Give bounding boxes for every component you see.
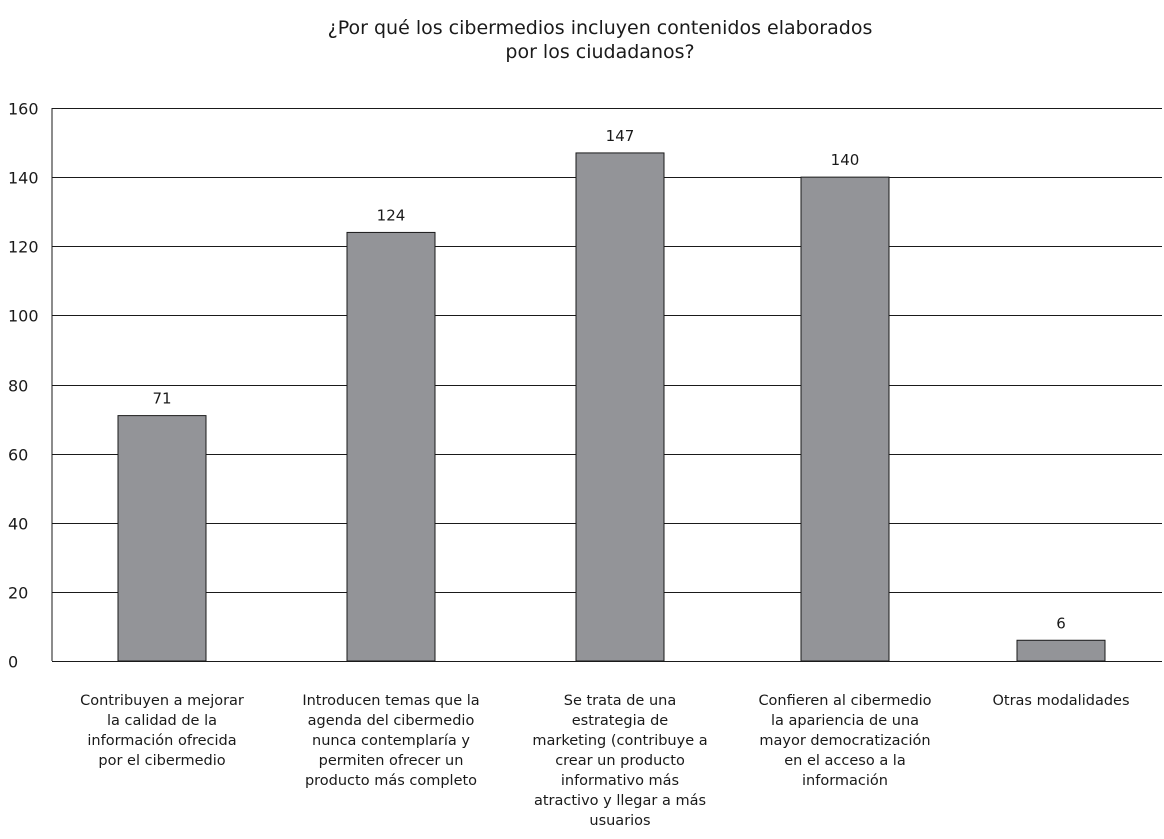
- x-category-label-line: usuarios: [589, 813, 651, 829]
- x-category-label: Otras modalidades: [976, 691, 1146, 711]
- x-category-label-line: crear un producto: [555, 753, 685, 769]
- x-category-label-line: Contribuyen a mejorar: [80, 693, 244, 709]
- x-category-label-line: atractivo y llegar a más: [533, 793, 707, 809]
- y-tick-label: 140: [8, 169, 39, 188]
- y-tick-label: 20: [8, 584, 28, 603]
- bars: [117, 152, 1106, 662]
- x-category-label-line: informativo más: [560, 773, 680, 789]
- chart-title: ¿Por qué los cibermedios incluyen conten…: [0, 16, 1164, 64]
- x-category-label-line: Introducen temas que la: [302, 693, 480, 709]
- x-category-label-line: Otras modalidades: [992, 693, 1130, 709]
- x-category-label: Se trata de una estrategia de marketing (c…: [520, 691, 720, 831]
- x-category-label-line: estrategia de: [571, 713, 669, 729]
- data-label: 71: [152, 390, 171, 408]
- data-label: 147: [606, 127, 635, 145]
- bar: [575, 152, 665, 662]
- y-tick-label: 60: [8, 446, 28, 465]
- y-tick-label: 120: [8, 238, 39, 257]
- x-category-label-line: en el acceso a la: [784, 753, 906, 769]
- bar: [800, 176, 890, 662]
- bar: [346, 231, 436, 662]
- x-category-label: Introducen temas que la agenda del ciberm…: [291, 691, 491, 791]
- x-category-label: Contribuyen a mejorar la calidad de la inf…: [62, 691, 262, 771]
- x-category-label-line: Confieren al cibermedio: [758, 693, 932, 709]
- x-category-label-line: mayor democratización: [759, 733, 931, 749]
- y-tick-label: 100: [8, 307, 39, 326]
- y-tick-label: 40: [8, 515, 28, 534]
- y-tick-label: 160: [8, 100, 39, 119]
- x-category-label-line: por el cibermedio: [98, 753, 226, 769]
- x-category-label: Confieren al cibermedio la apariencia de …: [745, 691, 945, 791]
- chart-title-line-1: ¿Por qué los cibermedios incluyen conten…: [327, 17, 873, 39]
- x-category-label-line: marketing (contribuye a: [532, 733, 708, 749]
- chart-title-line-2: por los ciudadanos?: [505, 41, 695, 63]
- x-category-label-line: información ofrecida: [87, 733, 237, 749]
- x-category-label-line: agenda del cibermedio: [307, 713, 475, 729]
- y-tick-label: 80: [8, 377, 28, 396]
- bar: [1016, 639, 1106, 662]
- x-category-label-line: permiten ofrecer un: [318, 753, 464, 769]
- x-category-label-line: nunca contemplaría y: [312, 733, 470, 749]
- y-axis-tick-labels: 0 20 40 60 80 100 120 140 160: [8, 100, 39, 672]
- x-category-label-line: la apariencia de una: [770, 713, 920, 729]
- data-label: 140: [831, 151, 860, 169]
- x-category-label-line: producto más completo: [304, 773, 478, 789]
- x-category-label-line: Se trata de una: [563, 693, 677, 709]
- x-category-label-line: la calidad de la: [107, 713, 217, 729]
- data-label: 6: [1056, 614, 1066, 632]
- x-category-label-line: información: [802, 773, 888, 789]
- bar: [117, 415, 207, 662]
- data-labels: 71 124 147 140 6: [152, 127, 1065, 632]
- y-tick-label: 0: [8, 653, 18, 672]
- data-label: 124: [377, 206, 406, 224]
